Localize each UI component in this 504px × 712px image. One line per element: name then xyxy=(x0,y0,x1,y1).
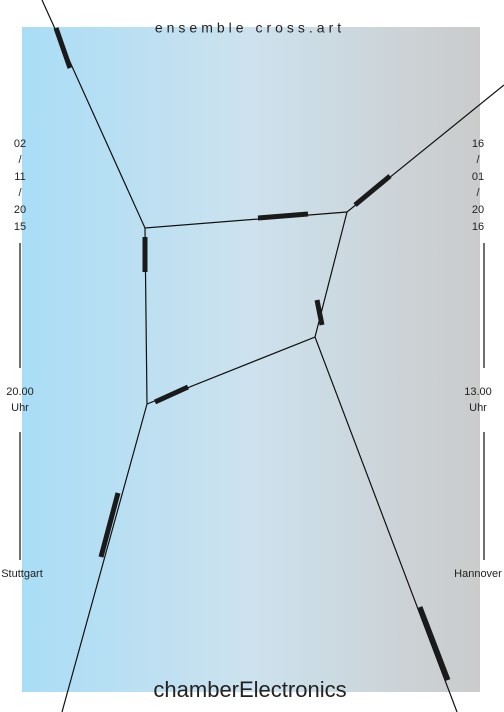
left-date: 15 xyxy=(14,221,26,233)
left-date: / xyxy=(18,187,22,199)
left-city: Stuttgart xyxy=(1,568,43,580)
right-date: / xyxy=(476,154,480,166)
right-date: / xyxy=(476,187,480,199)
left-time: 20.00 xyxy=(6,386,34,398)
left-date: 20 xyxy=(14,204,26,216)
left-time: Uhr xyxy=(11,402,29,414)
right-date: 16 xyxy=(472,138,484,150)
header-title: ensemble cross.art xyxy=(155,20,345,36)
left-date: / xyxy=(18,154,22,166)
network-graphic xyxy=(41,0,504,712)
right-city: Hannover xyxy=(454,568,502,580)
side-rules xyxy=(19,243,485,560)
left-date: 11 xyxy=(14,171,25,183)
right-time: 13.00 xyxy=(464,386,492,398)
right-date: 20 xyxy=(472,204,484,216)
footer-title: chamberElectronics xyxy=(153,677,346,702)
right-time: Uhr xyxy=(469,402,487,414)
left-date: 02 xyxy=(14,138,26,150)
right-date: 16 xyxy=(472,221,484,233)
right-date: 01 xyxy=(472,171,484,183)
